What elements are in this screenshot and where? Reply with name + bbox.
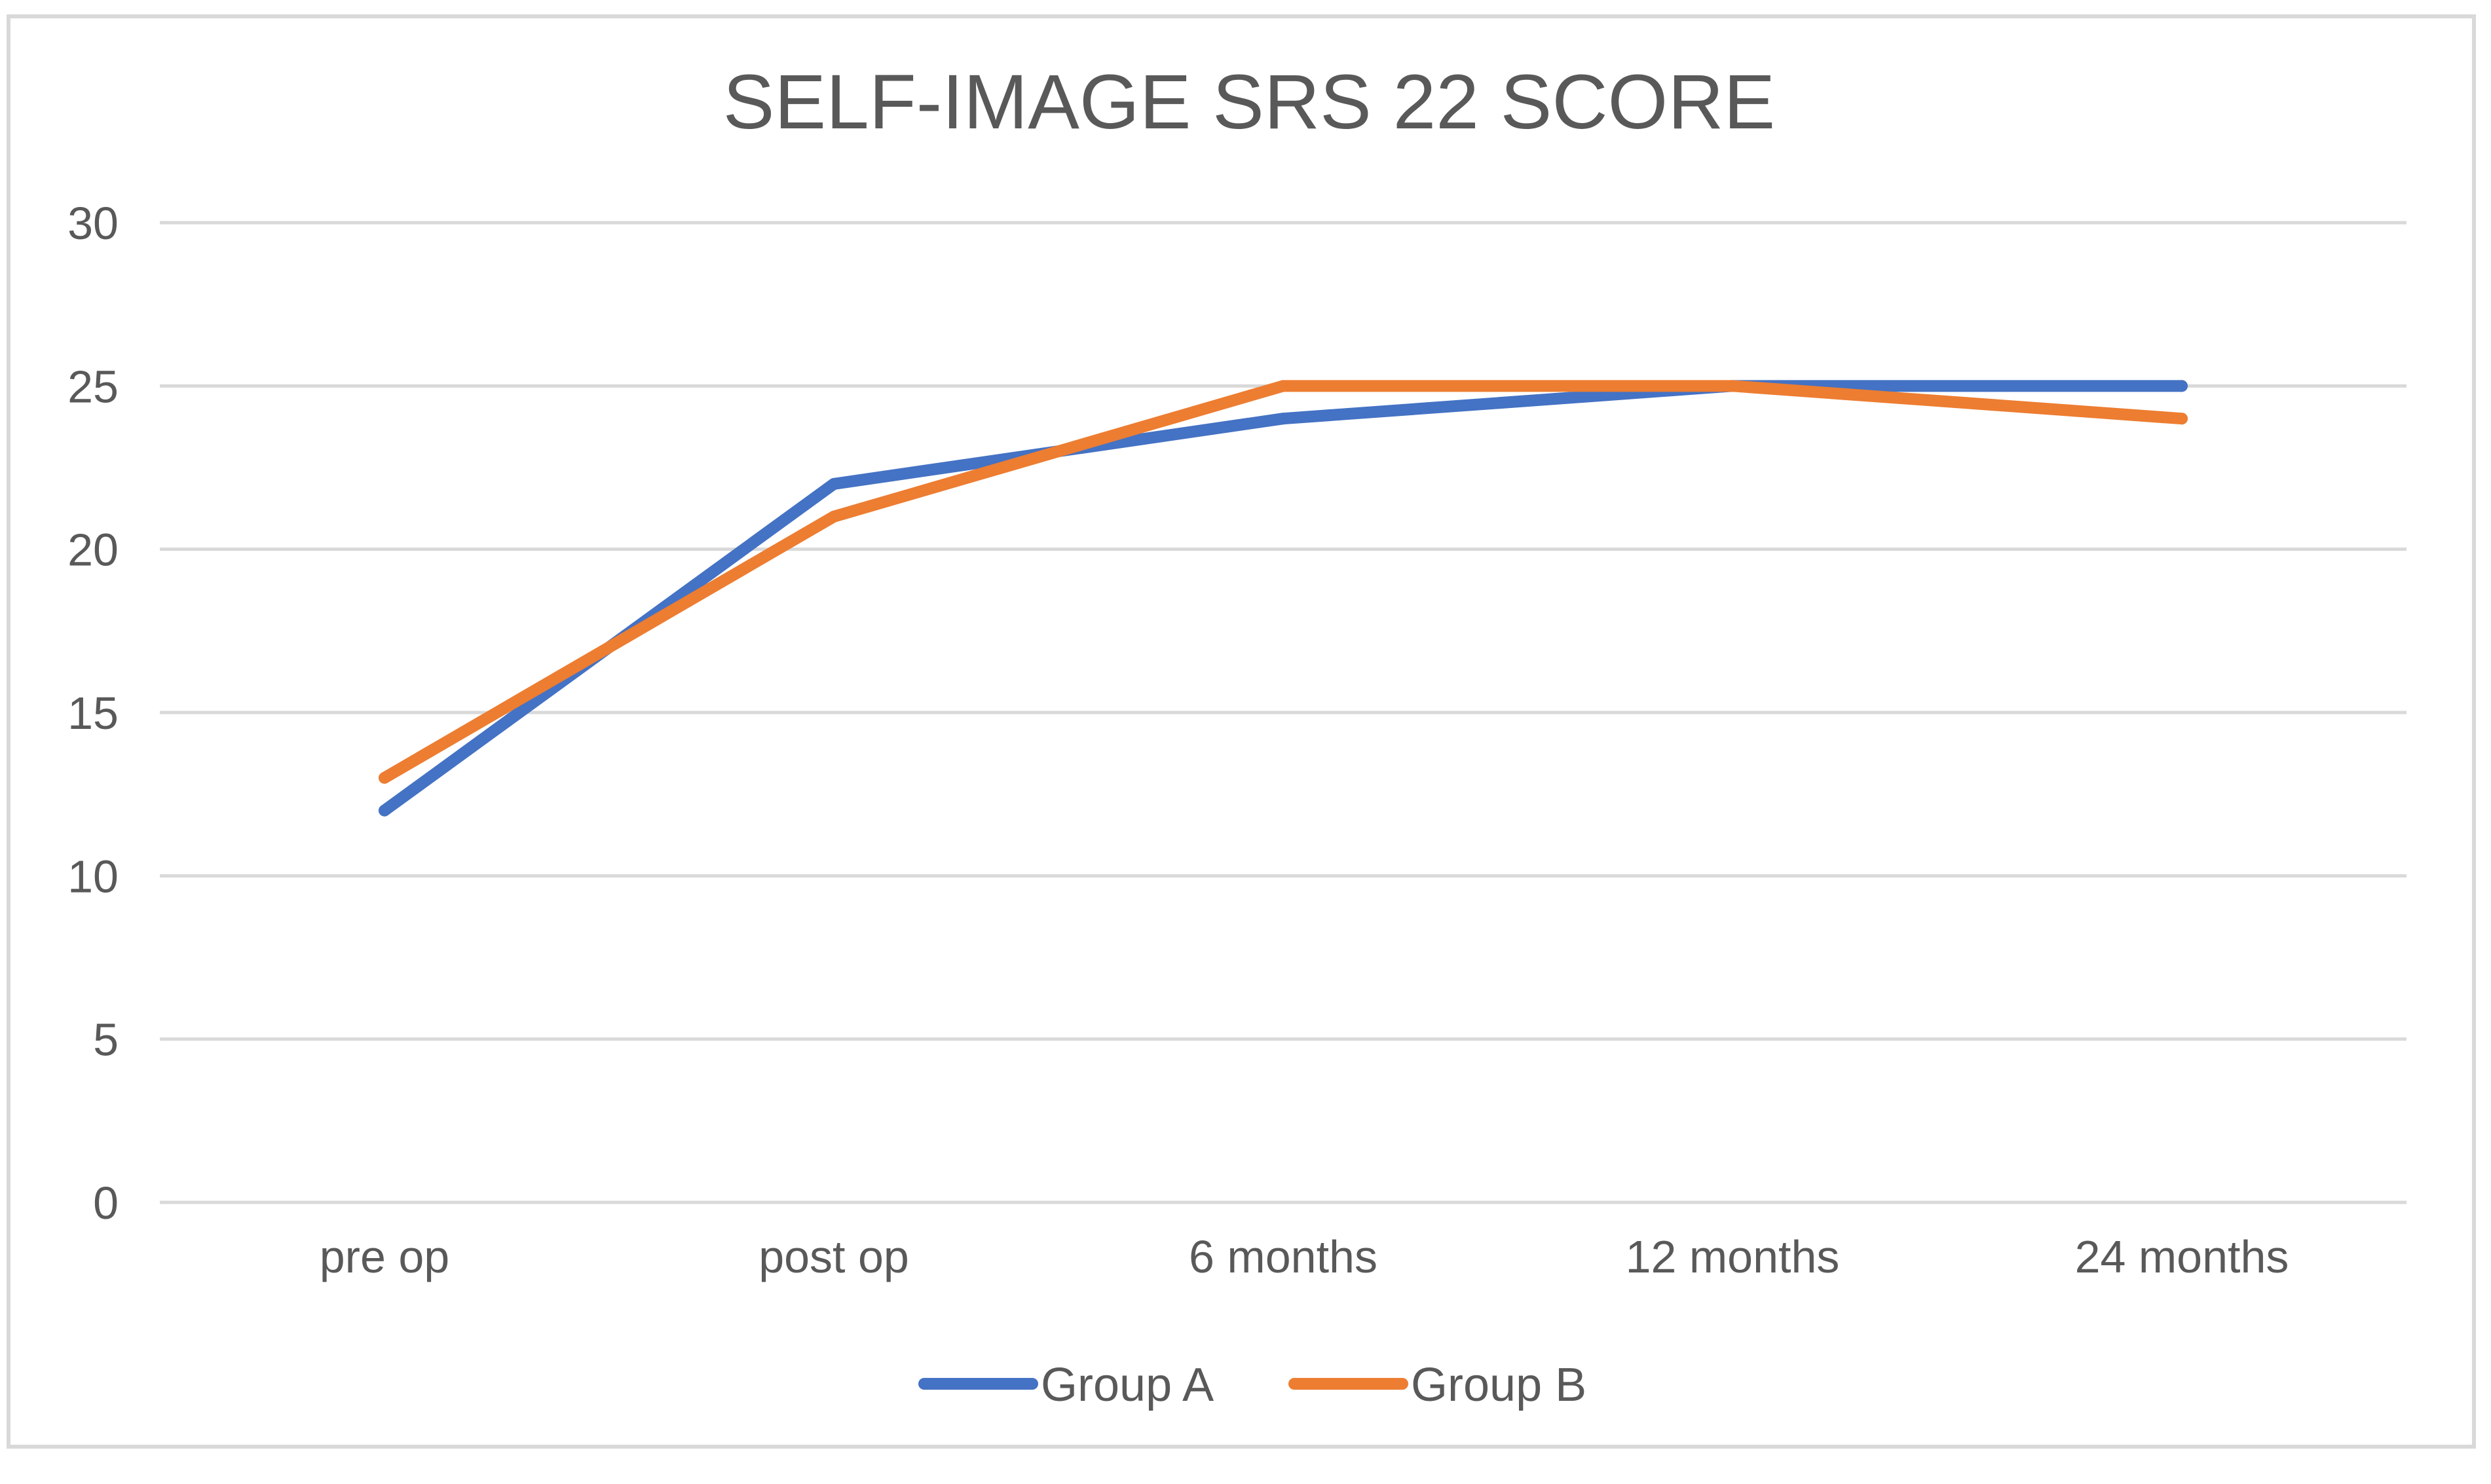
x-axis-ticks: pre op post op 6 months 12 months 24 months	[320, 1231, 2289, 1282]
y-tick-label: 10	[67, 851, 119, 902]
chart-title: SELF-IMAGE SRS 22 SCORE	[723, 59, 1776, 145]
legend-label: Group A	[1041, 1359, 1214, 1411]
data-point	[828, 510, 840, 523]
legend-label: Group B	[1411, 1359, 1586, 1411]
data-point	[1277, 413, 1289, 425]
series-line-group-b	[379, 380, 2188, 784]
y-tick-label: 25	[67, 361, 119, 412]
chart-container: SELF-IMAGE SRS 22 SCORE 0 5 10 15 20 25 30 pre…	[7, 14, 2476, 1449]
series-line-group-a	[379, 380, 2188, 817]
data-point	[2176, 413, 2188, 425]
y-tick-label: 30	[67, 198, 119, 249]
x-tick-label: 6 months	[1189, 1231, 1377, 1282]
y-tick-label: 5	[93, 1014, 119, 1066]
legend: Group A Group B	[918, 1359, 1586, 1411]
x-tick-label: post op	[759, 1231, 909, 1282]
x-tick-label: pre op	[320, 1231, 449, 1282]
data-point	[2176, 380, 2188, 392]
chart-svg: SELF-IMAGE SRS 22 SCORE 0 5 10 15 20 25 30 pre…	[67, 59, 2407, 1411]
y-tick-label: 20	[67, 525, 119, 576]
data-point	[1277, 380, 1289, 392]
series-lines	[379, 380, 2188, 817]
y-tick-label: 15	[67, 688, 119, 739]
data-point	[379, 771, 390, 784]
y-tick-label: 0	[93, 1178, 119, 1229]
data-point	[828, 477, 840, 490]
data-point	[379, 804, 390, 817]
data-point	[1727, 380, 1738, 392]
x-tick-label: 12 months	[1626, 1231, 1840, 1282]
x-tick-label: 24 months	[2075, 1231, 2289, 1282]
y-axis-ticks: 0 5 10 15 20 25 30	[67, 198, 119, 1229]
